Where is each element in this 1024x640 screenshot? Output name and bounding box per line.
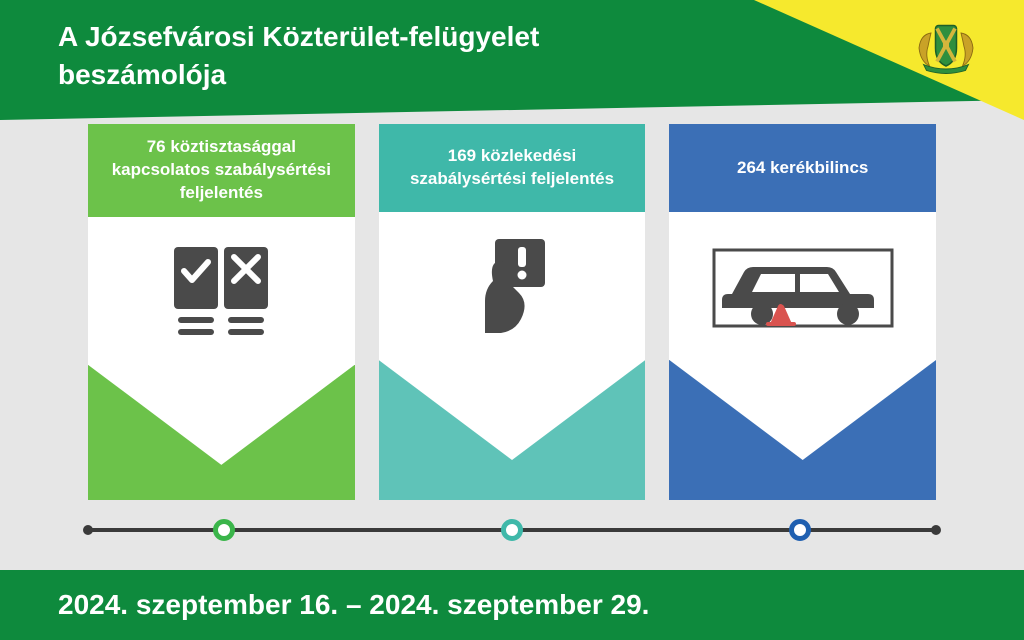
card-label-3: 264 kerékbilincs — [737, 157, 868, 180]
card-header-2: 169 közlekedési szabálysértési feljelent… — [379, 124, 646, 212]
footer-date-range: 2024. szeptember 16. – 2024. szeptember … — [0, 589, 649, 621]
stat-card-3: 264 kerékbilincs — [669, 124, 936, 500]
timeline — [88, 528, 936, 532]
title-line-2: beszámolója — [58, 59, 226, 90]
card-envelope-2 — [379, 360, 646, 500]
clipboard-check-x-icon — [166, 241, 276, 341]
card-label-1: 76 köztisztasággal kapcsolatos szabálysé… — [102, 136, 341, 205]
car-wheel-clamp-icon — [708, 236, 898, 336]
page-title: A Józsefvárosi Közterület-felügyelet bes… — [58, 18, 539, 94]
cards-row: 76 köztisztasággal kapcsolatos szabálysé… — [88, 124, 936, 500]
crest-icon — [906, 18, 986, 78]
timeline-dot-2 — [501, 519, 523, 541]
stat-card-2: 169 közlekedési szabálysértési feljelent… — [379, 124, 646, 500]
hand-card-warning-icon — [457, 231, 567, 341]
card-envelope-1 — [88, 365, 355, 500]
timeline-dot-1 — [213, 519, 235, 541]
card-header-3: 264 kerékbilincs — [669, 124, 936, 212]
timeline-dot-3 — [789, 519, 811, 541]
footer-band: 2024. szeptember 16. – 2024. szeptember … — [0, 570, 1024, 640]
title-line-1: A Józsefvárosi Közterület-felügyelet — [58, 21, 539, 52]
stat-card-1: 76 köztisztasággal kapcsolatos szabálysé… — [88, 124, 355, 500]
card-label-2: 169 közlekedési szabálysértési feljelent… — [393, 145, 632, 191]
card-header-1: 76 köztisztasággal kapcsolatos szabálysé… — [88, 124, 355, 217]
card-icon-area-3 — [669, 212, 936, 360]
card-icon-area-2 — [379, 212, 646, 360]
card-icon-area-1 — [88, 217, 355, 365]
card-envelope-3 — [669, 360, 936, 500]
